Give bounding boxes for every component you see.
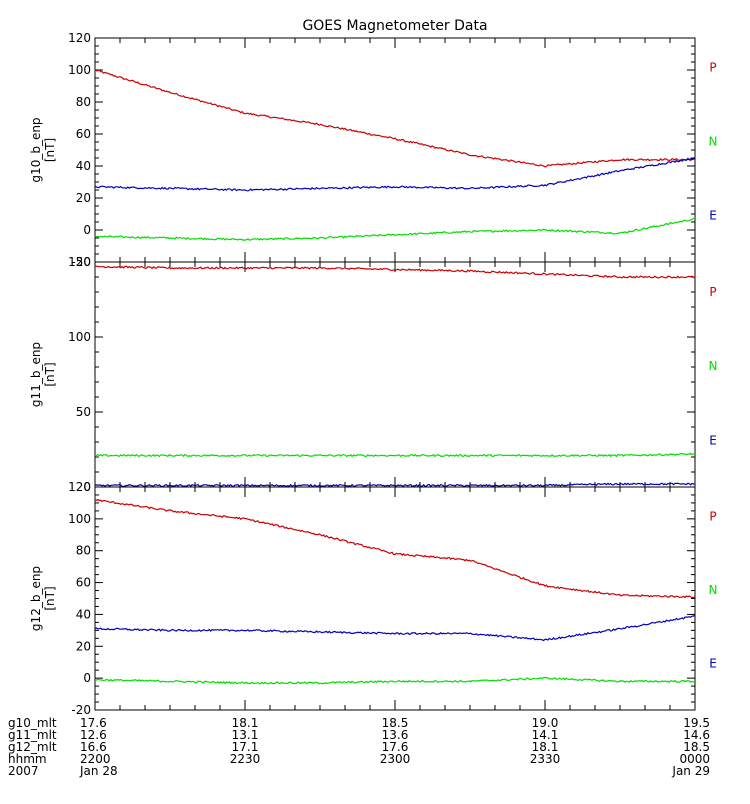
table-cell: 13.1 bbox=[232, 728, 259, 742]
series-label-E: E bbox=[709, 433, 717, 447]
table-cell: 18.1 bbox=[532, 740, 559, 754]
y-axis-unit: [nT] bbox=[43, 586, 57, 610]
series-line-E bbox=[94, 156, 696, 192]
table-cell: 0000 bbox=[679, 752, 710, 766]
series-line-P bbox=[94, 69, 696, 168]
y-tick-label: 0 bbox=[83, 671, 91, 685]
series-label-E: E bbox=[709, 208, 717, 222]
y-tick-label: -20 bbox=[71, 255, 91, 269]
table-row-label: g10_mlt bbox=[8, 716, 57, 730]
y-tick-label: 40 bbox=[76, 607, 91, 621]
series-line-P bbox=[94, 498, 696, 599]
table-cell: 14.1 bbox=[532, 728, 559, 742]
panel-1: -20 0 20 40 60 80 100 120 g10_b_enp [nT] P N E bbox=[29, 31, 717, 269]
y-tick-label: 80 bbox=[76, 95, 91, 109]
y-tick-label: 100 bbox=[68, 512, 91, 526]
table-cell: 14.6 bbox=[683, 728, 710, 742]
panel-3: -20 0 20 40 60 80 100 120 g12_b_enp [nT] P N E bbox=[29, 480, 717, 717]
table-cell: 18.1 bbox=[232, 716, 259, 730]
series-label-N: N bbox=[709, 583, 718, 597]
table-row-label: g12_mlt bbox=[8, 740, 57, 754]
table-cell: 13.6 bbox=[382, 728, 409, 742]
series-label-N: N bbox=[709, 135, 718, 149]
table-cell: 2200 bbox=[80, 752, 111, 766]
y-tick-label: 40 bbox=[76, 159, 91, 173]
y-tick-label: 0 bbox=[83, 480, 91, 494]
series-line-E bbox=[94, 482, 696, 488]
table-cell: 19.0 bbox=[532, 716, 559, 730]
y-tick-label: 120 bbox=[68, 31, 91, 45]
table-cell: 18.5 bbox=[683, 740, 710, 754]
bottom-time-table: g10_mlt 17.6 18.1 18.5 19.0 19.5 g11_mlt 12.6 13… bbox=[8, 716, 710, 778]
y-axis-label: g10_b_enp bbox=[29, 117, 43, 182]
series-label-P: P bbox=[709, 61, 716, 75]
table-cell: 2330 bbox=[530, 752, 561, 766]
table-row-label: hhmm bbox=[8, 752, 47, 766]
series-line-N bbox=[94, 676, 695, 685]
y-tick-label: 60 bbox=[76, 576, 91, 590]
y-tick-label: 100 bbox=[68, 330, 91, 344]
table-cell: 17.6 bbox=[382, 740, 409, 754]
y-tick-label: 50 bbox=[76, 405, 91, 419]
table-cell: 16.6 bbox=[80, 740, 107, 754]
table-cell: 17.6 bbox=[80, 716, 107, 730]
table-cell: 19.5 bbox=[683, 716, 710, 730]
y-tick-label: 0 bbox=[83, 223, 91, 237]
y-tick-label: 20 bbox=[76, 191, 91, 205]
y-tick-label: 80 bbox=[76, 544, 91, 558]
y-axis-unit: [nT] bbox=[43, 362, 57, 386]
table-cell: Jan 29 bbox=[671, 764, 710, 778]
table-cell: 12.6 bbox=[80, 728, 107, 742]
series-line-N bbox=[94, 452, 696, 458]
series-label-E: E bbox=[709, 657, 717, 671]
y-tick-label: -20 bbox=[71, 703, 91, 717]
y-axis-label: g11_b_enp bbox=[29, 342, 43, 407]
y-tick-label: 100 bbox=[68, 63, 91, 77]
series-line-N bbox=[94, 217, 695, 242]
table-cell: 18.5 bbox=[382, 716, 409, 730]
table-row-label: 2007 bbox=[8, 764, 39, 778]
series-label-P: P bbox=[709, 509, 716, 523]
table-cell: Jan 28 bbox=[79, 764, 118, 778]
series-label-P: P bbox=[709, 285, 716, 299]
chart-title: GOES Magnetometer Data bbox=[302, 18, 487, 34]
table-cell: 17.1 bbox=[232, 740, 259, 754]
table-cell: 2230 bbox=[230, 752, 261, 766]
y-tick-label: 60 bbox=[76, 127, 91, 141]
y-axis-unit: [nT] bbox=[43, 138, 57, 162]
y-tick-label: 150 bbox=[68, 255, 91, 269]
table-row-label: g11_mlt bbox=[8, 728, 57, 742]
table-cell: 2300 bbox=[380, 752, 411, 766]
panel-2: 0 50 100 150 g11_b_enp [nT] P N E bbox=[29, 255, 717, 494]
y-axis-label: g12_b_enp bbox=[29, 566, 43, 631]
series-line-E bbox=[94, 614, 696, 642]
y-tick-label: 120 bbox=[68, 480, 91, 494]
series-label-N: N bbox=[709, 359, 718, 373]
y-tick-label: 20 bbox=[76, 639, 91, 653]
series-line-P bbox=[94, 265, 696, 279]
